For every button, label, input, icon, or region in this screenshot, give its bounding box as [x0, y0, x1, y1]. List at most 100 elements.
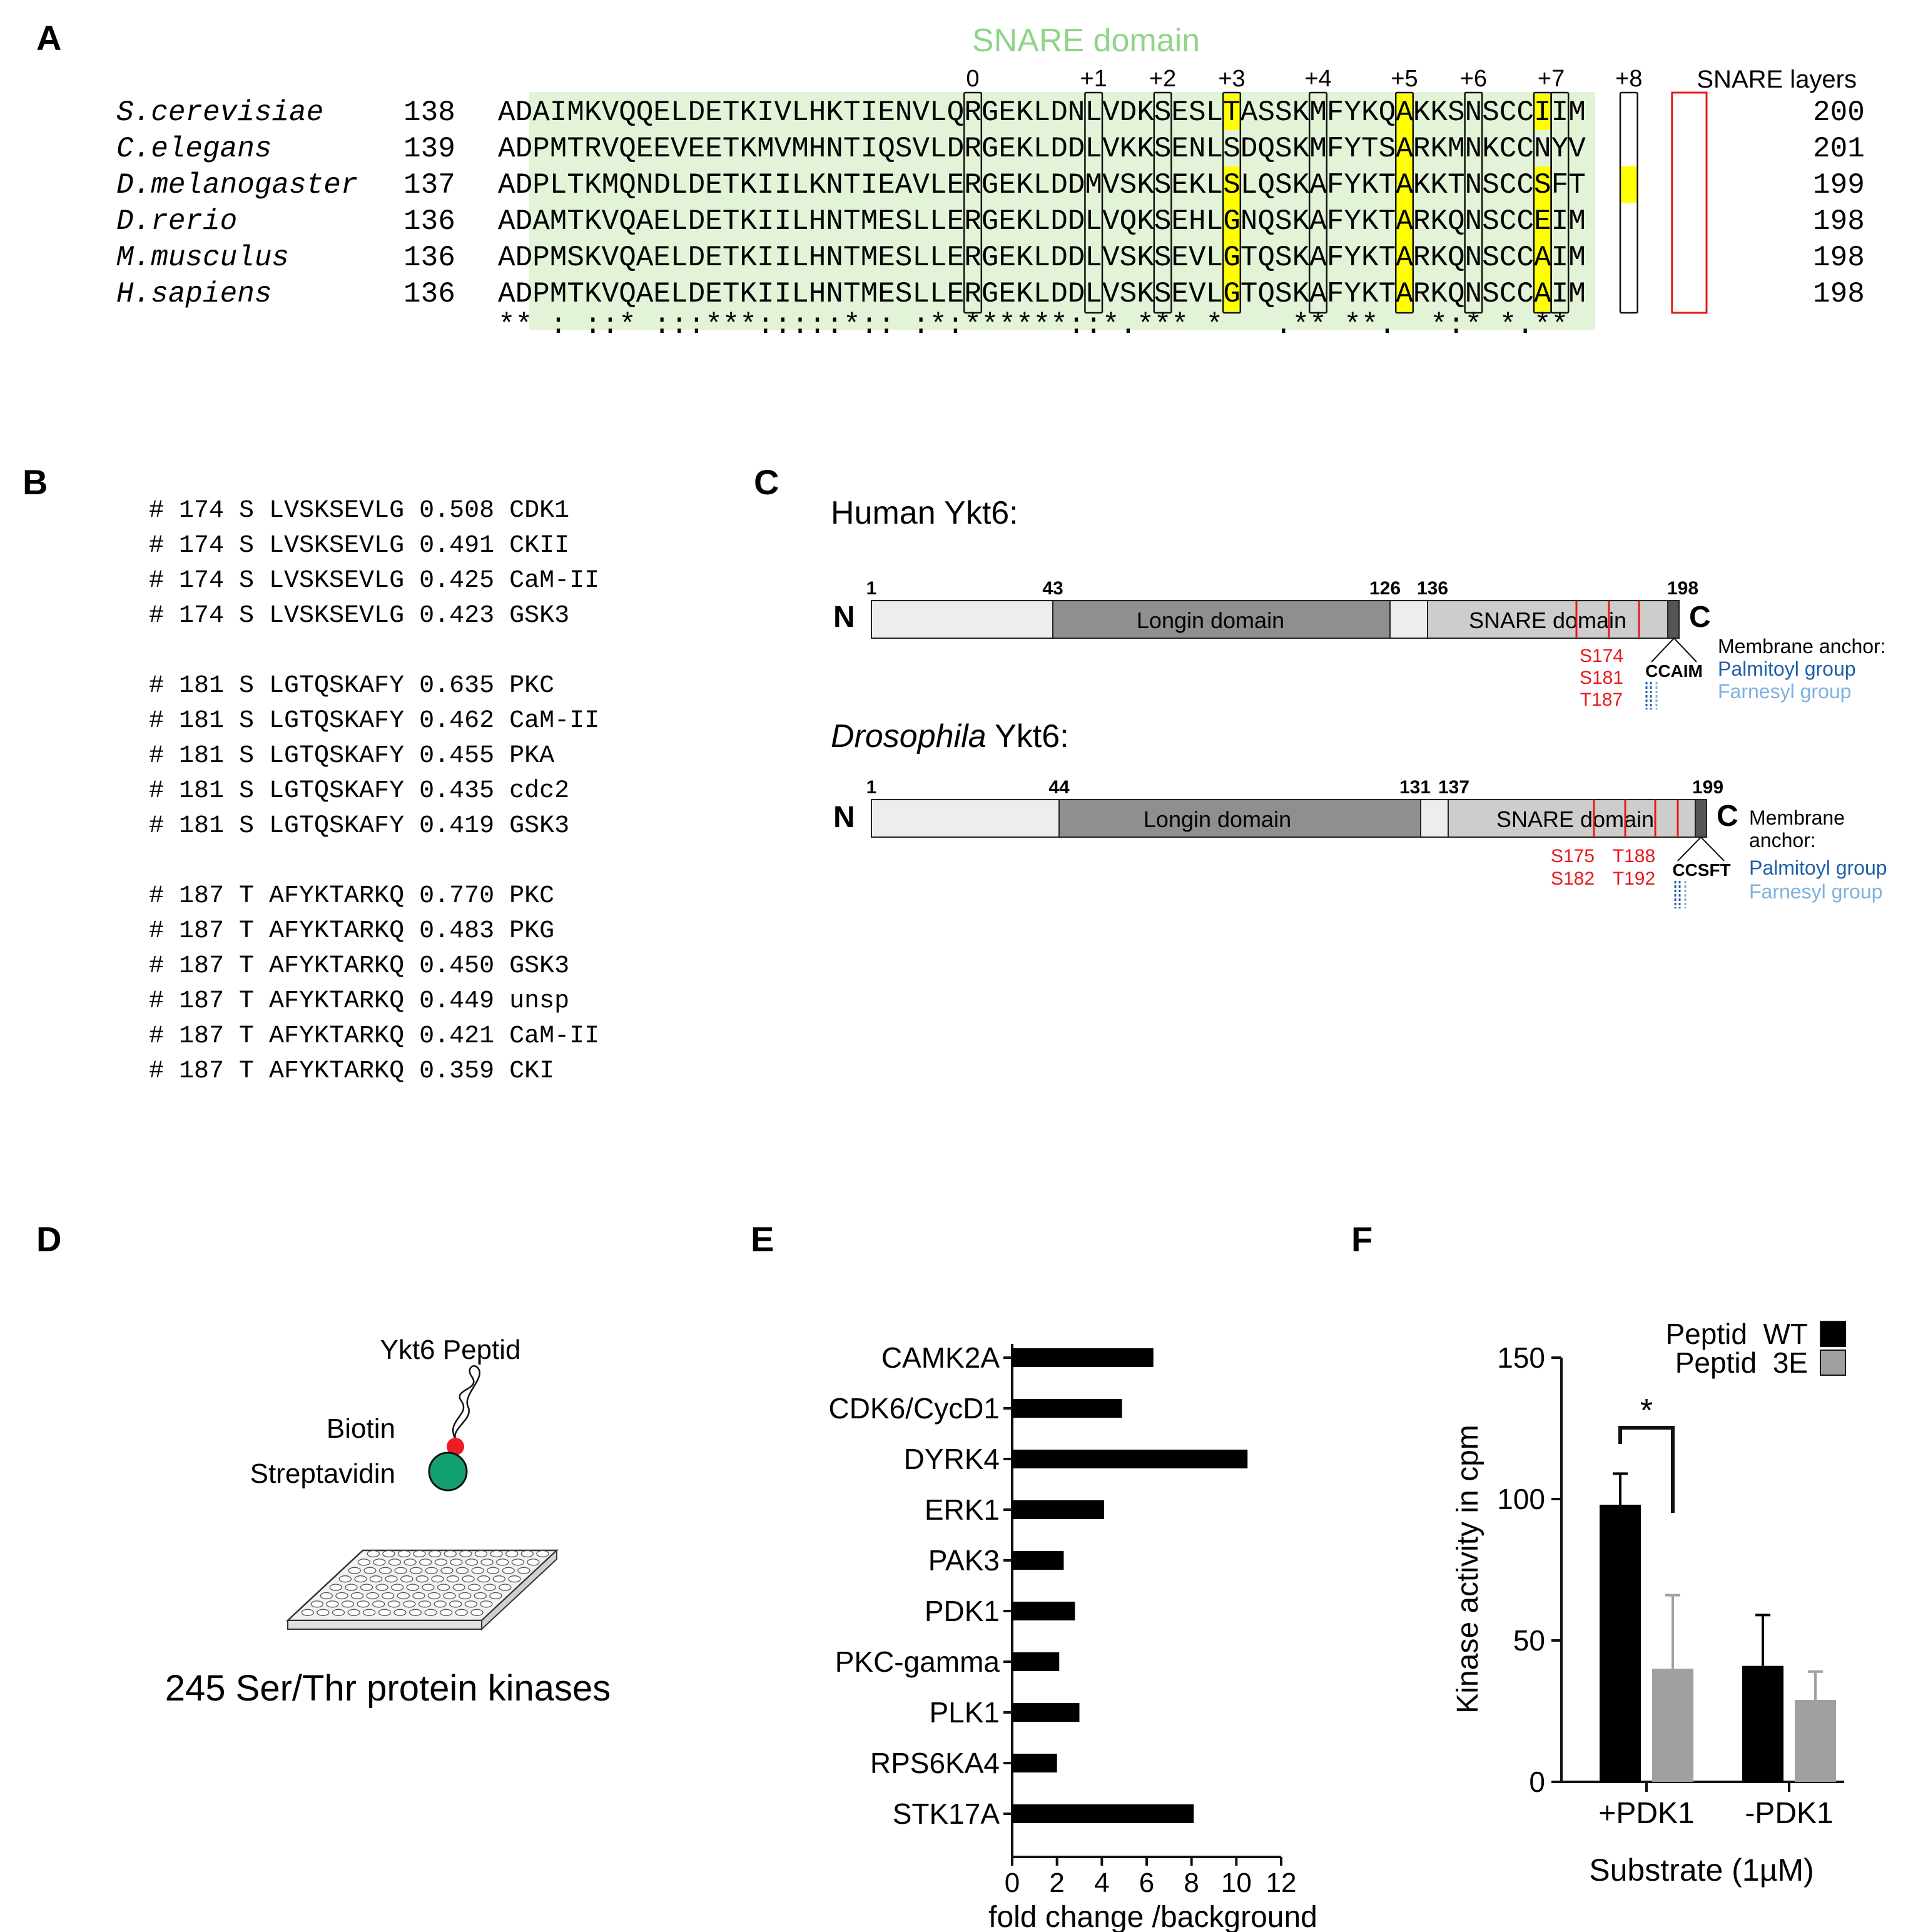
y-axis-title: Kinase activity in cpm [1451, 1425, 1484, 1714]
plate-well [444, 1550, 457, 1558]
significance-bracket [1618, 1426, 1675, 1513]
end-position: 201 [1813, 133, 1865, 165]
plate-well [496, 1558, 509, 1566]
prediction-row: # 187 T AFYKTARKQ 0.483 PKG [149, 917, 554, 945]
prediction-row: # 181 S LGTQSKAFY 0.635 PKC [149, 672, 554, 700]
plate-well [437, 1584, 450, 1591]
layer-column-box [1308, 91, 1328, 314]
x-tick-label: 8 [1184, 1868, 1199, 1898]
plate-well [434, 1558, 447, 1566]
category-label: DYRK4 [904, 1443, 1000, 1475]
plate-well [520, 1550, 534, 1558]
human-c-terminus: C [1689, 601, 1711, 634]
human-site-s174: S174 [1580, 646, 1623, 666]
x-tick-label: 10 [1221, 1868, 1252, 1898]
layer-number-label: +7 [1538, 66, 1565, 92]
layer-number-label: +8 [1615, 66, 1642, 92]
bar-camk2a [1012, 1348, 1154, 1367]
layer-column-box [1084, 91, 1104, 314]
panel-label-a: A [36, 18, 61, 58]
fly-n-terminus: N [833, 801, 855, 834]
plate-well [505, 1550, 519, 1558]
prediction-row: # 187 T AFYKTARKQ 0.449 unsp [149, 987, 569, 1015]
plate-well [335, 1592, 348, 1600]
fly-motif: CCSFT [1672, 860, 1730, 880]
human-palmitoyl-label: Palmitoyl group [1718, 658, 1856, 680]
plate-well [468, 1584, 481, 1591]
bar-pdk1 [1012, 1602, 1075, 1620]
prediction-row: # 181 S LGTQSKAFY 0.435 cdc2 [149, 777, 569, 805]
plate-well [477, 1575, 490, 1583]
layer-number-label: +4 [1304, 66, 1331, 92]
human-pos-198: 198 [1667, 578, 1698, 599]
bar-3e-plus-pdk1 [1652, 1669, 1693, 1782]
y-tick-label: 150 [1497, 1341, 1545, 1374]
domain-diagram-panel: Human Ykt6: N Longin domain SNARE domain… [831, 495, 1887, 908]
layer-column-box [1464, 91, 1483, 314]
plate-well [357, 1558, 370, 1566]
plate-well [378, 1609, 391, 1616]
human-site-t187: T187 [1580, 689, 1623, 710]
screen-schematic-panel: Ykt6 Peptid Biotin Streptavidin 245 Ser/… [165, 1335, 611, 1709]
conserved-residue-highlight [1223, 203, 1241, 239]
human-longin-label: Longin domain [1137, 608, 1284, 633]
plate-well [490, 1550, 503, 1558]
legend-label: Peptid WT [1665, 1318, 1808, 1350]
bar-stk17a [1012, 1804, 1194, 1823]
plate-well [393, 1609, 407, 1616]
plate-well [455, 1609, 468, 1616]
category-label: CAMK2A [881, 1341, 1000, 1374]
plate-well [301, 1609, 314, 1616]
plate-well [536, 1550, 549, 1558]
x-tick-label: 4 [1094, 1868, 1109, 1898]
plate-well [326, 1600, 339, 1608]
layer-column-box [1222, 91, 1242, 314]
fly-pos-44: 44 [1048, 777, 1070, 798]
end-position: 199 [1813, 169, 1865, 201]
aligned-sequence: ADPMTKVQAELDETKIILHNTMESLLERGEKLDDLVSKSE… [498, 278, 1586, 310]
plate-well [310, 1600, 323, 1608]
plate-well [470, 1609, 484, 1616]
fly-title-rest: Ykt6: [987, 718, 1069, 755]
fly-pos-131: 131 [1399, 777, 1431, 798]
fly-c-terminal-anchor [1695, 799, 1707, 838]
human-pos-126: 126 [1369, 578, 1401, 599]
prediction-row: # 187 T AFYKTARKQ 0.450 GSK3 [149, 952, 569, 980]
x-tick-label: 12 [1266, 1868, 1297, 1898]
x-axis-title: Substrate (1µM) [1589, 1853, 1814, 1888]
fly-pos-199: 199 [1692, 777, 1723, 798]
prediction-row: # 174 S LVSKSEVLG 0.425 CaM-II [149, 567, 599, 595]
plate-well [415, 1575, 429, 1583]
bar-dyrk4 [1012, 1450, 1248, 1468]
conserved-residue-highlight [1223, 166, 1241, 203]
end-position: 198 [1813, 278, 1865, 310]
prediction-row: # 181 S LGTQSKAFY 0.455 PKA [149, 742, 554, 770]
plate-well [363, 1567, 377, 1574]
biotin-dot [447, 1438, 464, 1455]
start-position: 137 [403, 169, 455, 201]
plate-well [366, 1592, 379, 1600]
category-label: +PDK1 [1598, 1797, 1694, 1830]
prediction-row: # 187 T AFYKTARKQ 0.770 PKC [149, 882, 554, 910]
y-tick-label: 100 [1497, 1483, 1545, 1515]
snare-domain-shading [529, 92, 1595, 330]
plate-well [419, 1558, 432, 1566]
plate-well [474, 1550, 488, 1558]
plate-well [440, 1567, 454, 1574]
plate-well [320, 1592, 333, 1600]
layer-column-box [1153, 91, 1172, 314]
conserved-residue-highlight [1396, 94, 1413, 130]
plate-well [369, 1575, 383, 1583]
fly-site-t188: T188 [1613, 846, 1655, 867]
plate-well [397, 1550, 411, 1558]
chart-fold-change: CAMK2A CDK6/CycD1 DYRK4 ERK1 PAK3 PDK1 PKC-gam… [828, 1341, 1317, 1932]
fly-pos-1: 1 [866, 777, 877, 798]
plate-well [345, 1584, 358, 1591]
prediction-table: # 174 S LVSKSEVLG 0.508 CDK1 # 174 S LVSK… [149, 497, 599, 1085]
plate-well [363, 1609, 376, 1616]
fly-snare-label: SNARE domain [1496, 806, 1654, 832]
panel-label-e: E [751, 1219, 774, 1259]
human-n-terminus: N [833, 601, 855, 634]
layer-column-box [1394, 91, 1414, 314]
conserved-residue-highlight [1223, 239, 1241, 275]
